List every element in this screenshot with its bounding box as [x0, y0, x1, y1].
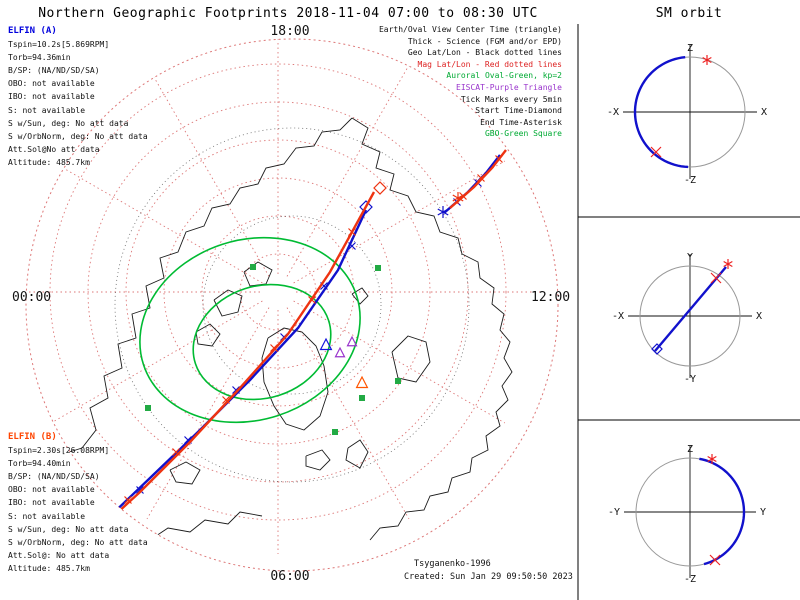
- satellite-info-line: Altitude: 485.7km: [8, 563, 90, 573]
- satellite-info-line: S: not available: [8, 105, 86, 115]
- elfin-b-footprint-markers: [373, 181, 464, 204]
- geo-grid: [114, 127, 470, 483]
- created-label: Created: Sun Jan 29 09:50:50 2023: [404, 572, 573, 582]
- legend-line: EISCAT-Purple Triangle: [456, 82, 562, 92]
- sm-axis-label: -Y: [684, 374, 696, 385]
- mlt-label-0000: 00:00: [12, 290, 52, 305]
- sm-orbit-title: SM orbit: [655, 6, 723, 21]
- mlt-label-1200: 12:00: [531, 290, 571, 305]
- legend-line: GBO-Green Square: [484, 129, 562, 139]
- elfin-a-footprint-markers: [359, 200, 449, 218]
- satellite-info-line: Att.Sol@: No att data: [8, 550, 110, 560]
- satellite-info-line: OBO: not available: [8, 485, 95, 495]
- gbo-stations: [145, 264, 401, 435]
- satellite-info-line: S w/OrbNorm, deg: No att data: [8, 537, 148, 547]
- sm-axis-label: -Z: [684, 574, 696, 585]
- sm-axis-label: X: [761, 107, 767, 118]
- satellite-info-line: IBO: not available: [8, 92, 95, 102]
- satellite-info-line: S w/Sun, deg: No att data: [8, 524, 129, 534]
- satellite-info-line: Tspin=2.30s[26.08RPM]: [8, 446, 110, 456]
- map-boundary: [25, 38, 559, 572]
- sm-panel-x-y: Y -Y -X X: [612, 252, 762, 385]
- model-label: Tsyganenko-1996: [414, 559, 491, 569]
- satellite-info-line: Torb=94.36min: [8, 53, 71, 63]
- satellite-info-line: B/SP: (NA/ND/SD/SA): [8, 472, 100, 482]
- mlt-label-1800: 18:00: [270, 24, 310, 39]
- satellite-name: ELFIN (A): [8, 26, 57, 36]
- sm-axis-label: -X: [612, 311, 624, 322]
- satellite-info-line: IBO: not available: [8, 498, 95, 508]
- legend-line: Geo Lat/Lon - Black dotted lines: [407, 48, 562, 58]
- satellite-info-line: B/SP: (NA/ND/SD/SA): [8, 66, 100, 76]
- satellite-info-line: S w/OrbNorm, deg: No att data: [8, 131, 148, 141]
- main-title: Northern Geographic Footprints 2018-11-0…: [38, 6, 538, 21]
- sm-axis-label: Z: [687, 444, 693, 455]
- satellite-info-line: Altitude: 485.7km: [8, 157, 90, 167]
- satellite-name: ELFIN (B): [8, 432, 57, 442]
- sm-axis-label: -Y: [608, 507, 620, 518]
- satellite-info-line: OBO: not available: [8, 79, 95, 89]
- auroral-oval: [139, 236, 361, 424]
- satellite-info-line: S w/Sun, deg: No att data: [8, 118, 129, 128]
- sm-panel-x-z: Z -Z -X X: [607, 43, 767, 186]
- legend-line: Auroral Oval-Green, kp=2: [446, 71, 562, 81]
- legend-line: Earth/Oval View Center Time (triangle): [378, 25, 562, 34]
- sm-axis-label: X: [756, 311, 762, 322]
- sm-axis-label: -Z: [684, 175, 696, 186]
- plot-legend: Earth/Oval View Center Time (triangle) Th…: [379, 24, 562, 140]
- satellite-info-line: S: not available: [8, 511, 86, 521]
- satellite-info-line: Torb=94.40min: [8, 459, 71, 469]
- satellite-info-line: Tspin=10.2s[5.869RPM]: [8, 40, 110, 50]
- sm-axis-label: Y: [760, 507, 766, 518]
- panel-dividers: [577, 24, 800, 600]
- elfin-b-info-block: ELFIN (B) Tspin=2.30s[26.08RPM] Torb=94.40…: [8, 431, 148, 575]
- elfin-b-footprint: [91, 149, 507, 537]
- legend-line: Tick Marks every 5min: [460, 94, 562, 104]
- eiscat-stations: [334, 335, 358, 358]
- sm-axis-label: Z: [687, 43, 693, 54]
- sm-axis-label: -X: [607, 107, 619, 118]
- elfin-a-info-block: ELFIN (A) Tspin=10.2s[5.869RPM] Torb=94.36…: [8, 25, 148, 169]
- mlt-label-0600: 06:00: [270, 569, 310, 584]
- sm-panel-y-z: Z -Z -Y Y: [608, 444, 766, 585]
- satellite-info-line: Att.Sol@No att data: [8, 144, 100, 154]
- legend-line: End Time-Asterisk: [480, 117, 562, 127]
- coastlines: [59, 117, 513, 541]
- legend-line: Mag Lat/Lon - Red dotted lines: [417, 59, 563, 69]
- legend-line: Thick - Science (FGM and/or EPD): [407, 36, 562, 46]
- sm-axis-label: Y: [687, 252, 693, 263]
- legend-line: Start Time-Diamond: [475, 106, 562, 116]
- center-time-triangles: [319, 337, 369, 389]
